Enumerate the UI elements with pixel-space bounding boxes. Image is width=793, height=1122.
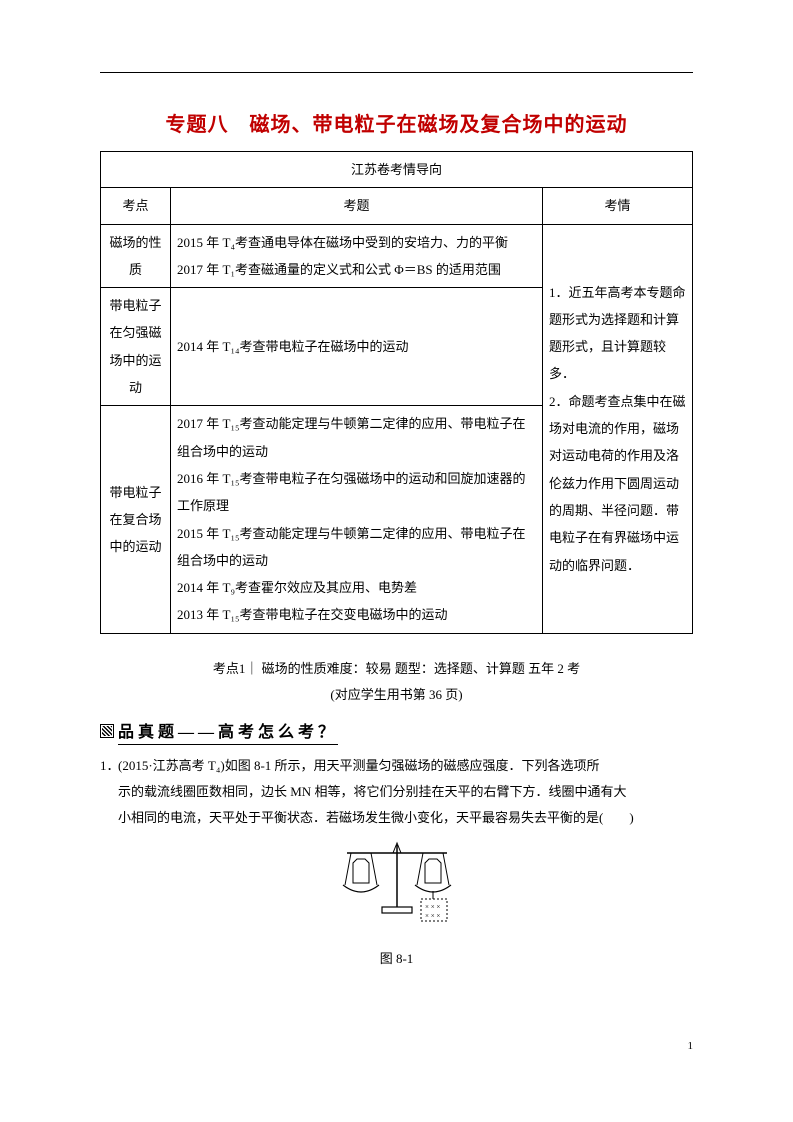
page: 专题八 磁场、带电粒子在磁场及复合场中的运动 江苏卷考情导向 考点 考题 考情 … <box>0 0 793 1122</box>
page-title: 专题八 磁场、带电粒子在磁场及复合场中的运动 <box>100 108 693 137</box>
question-line-1: (2015·江苏高考 T₄)如图 8-1 所示，用天平测量匀强磁场的磁感应强度．… <box>118 758 600 773</box>
question-1: 1．(2015·江苏高考 T₄)如图 8-1 所示，用天平测量匀强磁场的磁感应强… <box>100 753 693 831</box>
table-header-row: 考点 考题 考情 <box>101 188 693 224</box>
kaoti-line: 2016 年 T₁₅考查带电粒子在匀强磁场中的运动和回旋加速器的工作原理 <box>177 465 536 520</box>
col-header-kaodian: 考点 <box>101 188 171 224</box>
row3-kaoti: 2017 年 T₁₅考查动能定理与牛顿第二定律的应用、带电粒子在组合场中的运动 … <box>171 406 543 633</box>
balance-scale-icon: × × × × × × <box>327 837 467 937</box>
row2-kaoti: 2014 年 T₁₄考查带电粒子在磁场中的运动 <box>171 288 543 406</box>
row1-kaoti: 2015 年 T₄考查通电导体在磁场中受到的安培力、力的平衡 2017 年 T₁… <box>171 224 543 288</box>
kaodian-line-2: (对应学生用书第 36 页) <box>100 682 693 708</box>
figure-label: 图 8-1 <box>100 948 693 967</box>
kaoti-line: 2017 年 T₁₅考查动能定理与牛顿第二定律的应用、带电粒子在组合场中的运动 <box>177 410 536 465</box>
table-row: 磁场的性质 2015 年 T₄考查通电导体在磁场中受到的安培力、力的平衡 201… <box>101 224 693 288</box>
table-caption: 江苏卷考情导向 <box>101 152 693 188</box>
col-header-kaoqing: 考情 <box>543 188 693 224</box>
kaoti-line: 2015 年 T₁₅考查动能定理与牛顿第二定律的应用、带电粒子在组合场中的运动 <box>177 520 536 575</box>
exam-table: 江苏卷考情导向 考点 考题 考情 磁场的性质 2015 年 T₄考查通电导体在磁… <box>100 151 693 634</box>
col-header-kaoti: 考题 <box>171 188 543 224</box>
question-number: 1． <box>100 753 118 779</box>
row1-kaodian: 磁场的性质 <box>101 224 171 288</box>
question-line-2: 示的载流线圈匝数相同，边长 MN 相等，将它们分别挂在天平的右臂下方．线圈中通有… <box>100 779 693 805</box>
row2-kaodian: 带电粒子在匀强磁场中的运动 <box>101 288 171 406</box>
page-number: 1 <box>688 1040 694 1052</box>
kaoqing-cell: 1．近五年高考本专题命题形式为选择题和计算题形式，且计算题较多． 2．命题考查点… <box>543 224 693 633</box>
kaoti-line: 2015 年 T₄考查通电导体在磁场中受到的安培力、力的平衡 <box>177 229 536 256</box>
svg-text:× × ×: × × × <box>425 903 440 911</box>
kaoti-line: 2013 年 T₁₅考查带电粒子在交变电磁场中的运动 <box>177 601 536 628</box>
table-caption-row: 江苏卷考情导向 <box>101 152 693 188</box>
kaoti-line: 2014 年 T₁₄考查带电粒子在磁场中的运动 <box>177 333 536 360</box>
top-rule <box>100 72 693 73</box>
section-icon <box>100 724 114 738</box>
section-heading-row: 品真题——高考怎么考？ <box>100 718 693 745</box>
kaoti-line: 2014 年 T₉考查霍尔效应及其应用、电势差 <box>177 574 536 601</box>
section-heading: 品真题——高考怎么考？ <box>118 718 338 745</box>
figure-8-1: × × × × × × <box>100 837 693 942</box>
row3-kaodian: 带电粒子在复合场中的运动 <box>101 406 171 633</box>
kaodian-line-1: 考点1｜ 磁场的性质难度：较易 题型：选择题、计算题 五年 2 考 <box>100 656 693 682</box>
question-line-3: 小相同的电流，天平处于平衡状态．若磁场发生微小变化，天平最容易失去平衡的是( ) <box>100 805 693 831</box>
svg-text:× × ×: × × × <box>425 912 440 920</box>
kaoti-line: 2017 年 T₁考查磁通量的定义式和公式 Φ＝BS 的适用范围 <box>177 256 536 283</box>
